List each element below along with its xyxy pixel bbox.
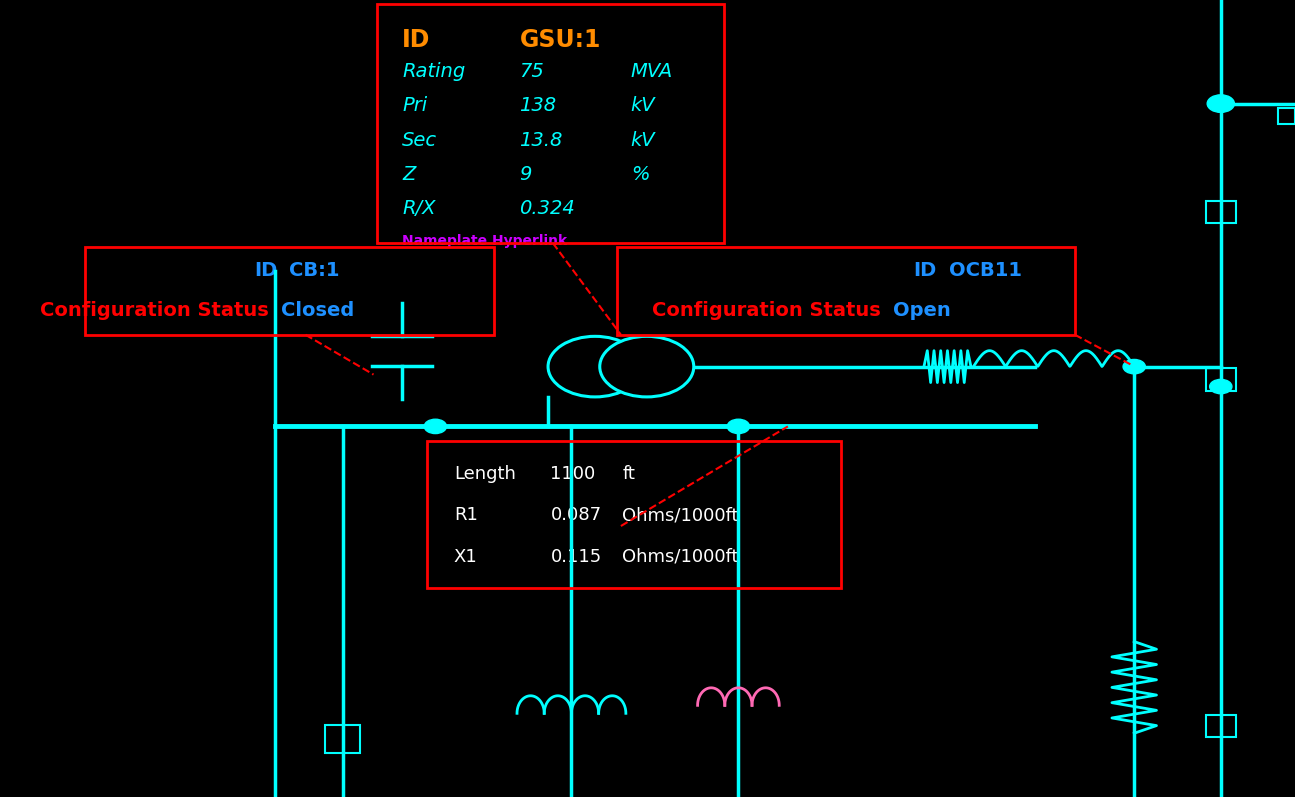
Bar	[1278, 108, 1295, 124]
Text: X1: X1	[455, 548, 478, 566]
Text: 0.115: 0.115	[550, 548, 602, 566]
Text: Sec: Sec	[401, 131, 438, 150]
Text: 75: 75	[519, 62, 544, 81]
Text: ID: ID	[401, 28, 430, 52]
Text: CB:1: CB:1	[289, 261, 339, 281]
Bar	[1206, 368, 1235, 391]
Text: 0.087: 0.087	[550, 506, 602, 524]
Bar	[1206, 201, 1235, 223]
Text: Ohms/1000ft: Ohms/1000ft	[622, 548, 738, 566]
Text: Configuration Status: Configuration Status	[651, 301, 881, 320]
Text: 13.8: 13.8	[519, 131, 563, 150]
Text: kV: kV	[631, 96, 655, 116]
Text: kV: kV	[631, 131, 655, 150]
Circle shape	[728, 419, 750, 434]
Text: Open: Open	[894, 301, 951, 320]
Text: 9: 9	[519, 165, 532, 184]
Bar	[618, 247, 1075, 335]
Text: GSU:1: GSU:1	[519, 28, 601, 52]
Text: Z: Z	[401, 165, 416, 184]
Text: 1100: 1100	[550, 465, 596, 483]
Text: 0.324: 0.324	[519, 199, 575, 218]
Circle shape	[425, 419, 447, 434]
Text: Ohms/1000ft: Ohms/1000ft	[622, 506, 738, 524]
Text: Nameplate Hyperlink: Nameplate Hyperlink	[401, 234, 567, 248]
Text: Closed: Closed	[281, 301, 354, 320]
Text: Configuration Status: Configuration Status	[40, 301, 268, 320]
Circle shape	[1207, 95, 1234, 112]
Text: MVA: MVA	[631, 62, 673, 81]
Text: R/X: R/X	[401, 199, 435, 218]
Bar	[1206, 715, 1235, 737]
Bar	[377, 4, 724, 243]
Circle shape	[548, 336, 642, 397]
Text: Rating: Rating	[401, 62, 465, 81]
Text: ID: ID	[254, 261, 277, 281]
Text: ID: ID	[913, 261, 936, 281]
Text: 138: 138	[519, 96, 557, 116]
Text: ft: ft	[622, 465, 635, 483]
Circle shape	[1123, 359, 1145, 374]
Text: Length: Length	[455, 465, 515, 483]
Text: R1: R1	[455, 506, 478, 524]
Text: %: %	[631, 165, 649, 184]
Circle shape	[600, 336, 694, 397]
Circle shape	[1210, 379, 1232, 394]
Bar	[325, 725, 360, 753]
Bar	[85, 247, 493, 335]
Text: Pri: Pri	[401, 96, 427, 116]
Bar	[427, 441, 840, 588]
Text: OCB11: OCB11	[949, 261, 1022, 281]
